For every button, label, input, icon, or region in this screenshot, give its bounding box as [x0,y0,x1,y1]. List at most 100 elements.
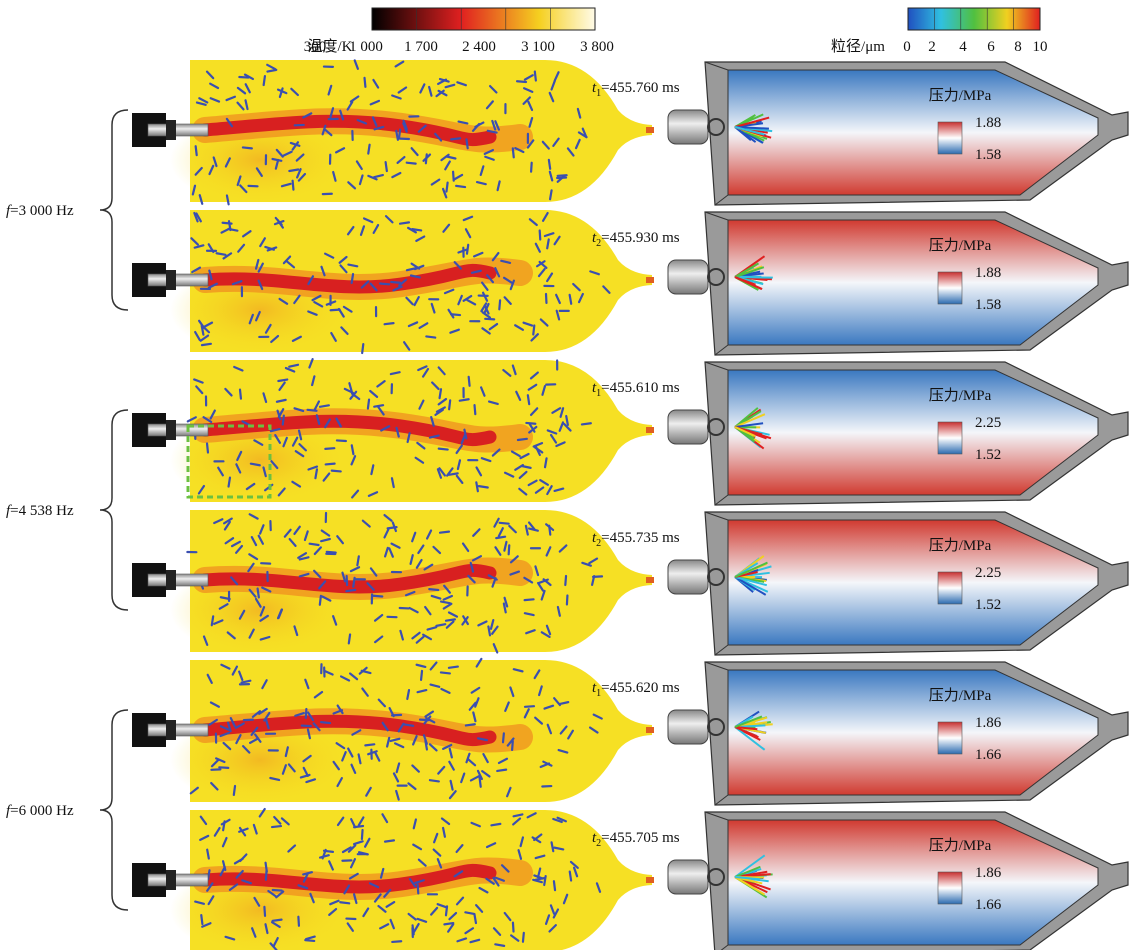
velocity-arrow [491,824,500,825]
velocity-arrow [441,672,450,673]
velocity-arrow [302,726,311,727]
pressure-label: 压力/MPa [929,537,992,554]
velocity-arrow [418,884,419,893]
velocity-arrow [305,940,314,941]
temperature-tick: 1 000 [349,39,383,55]
velocity-arrow [449,400,450,409]
velocity-arrow [525,706,534,707]
velocity-arrow [456,186,465,187]
velocity-arrow [446,619,455,620]
velocity-arrow [324,851,333,852]
velocity-arrow [444,923,453,924]
atomizer [668,560,708,594]
velocity-arrow [385,840,394,841]
velocity-arrow [327,552,336,553]
velocity-arrow [517,81,526,82]
velocity-arrow [509,545,510,554]
time-value: =455.735 ms [601,530,680,546]
velocity-arrow [308,410,317,411]
velocity-arrow [283,416,284,425]
velocity-arrow [380,284,389,285]
velocity-arrow [440,389,441,398]
brace [100,710,128,910]
velocity-arrow [582,423,591,424]
velocity-arrow [310,544,319,545]
injector-collar [166,870,176,890]
time-value: =455.705 ms [601,830,680,846]
velocity-arrow [244,720,253,721]
size-colorbar [908,8,1040,30]
pressure-colorbar [938,872,962,904]
velocity-arrow [234,786,235,795]
velocity-arrow [449,667,458,668]
velocity-arrow [474,914,476,923]
brace [100,410,128,610]
atomizer [668,860,708,894]
velocity-arrow [545,458,547,467]
velocity-arrow [368,400,369,409]
injector-tube [148,724,208,736]
size-tick: 10 [1033,39,1048,55]
velocity-arrow [549,526,550,535]
velocity-arrow [570,872,571,881]
temperature-tick: 300 [304,39,327,55]
velocity-arrow [421,671,422,680]
temperature-colorbar [372,8,595,30]
velocity-arrow [513,923,514,932]
velocity-arrow [528,395,529,404]
velocity-arrow [500,523,509,524]
velocity-arrow [535,72,536,81]
atomizer [668,260,708,294]
velocity-arrow [544,876,545,885]
velocity-arrow [425,741,427,750]
velocity-arrow [201,915,202,924]
velocity-arrow [353,578,354,587]
pressure-colorbar [938,272,962,304]
velocity-arrow [485,319,494,320]
velocity-arrow [439,449,448,450]
injector-tube [148,124,208,136]
velocity-arrow [404,724,413,725]
velocity-arrow [460,399,469,400]
velocity-arrow [264,76,265,85]
injector-collar [166,720,176,740]
velocity-arrow [385,323,394,324]
pressure-colorbar [938,722,962,754]
velocity-arrow [392,941,401,942]
velocity-arrow [565,576,566,585]
size-tick: 0 [903,39,911,55]
pressure-max: 1.88 [975,265,1001,281]
temperature-tick: 2 400 [462,39,496,55]
velocity-arrow [399,130,400,139]
velocity-arrow [273,920,282,921]
velocity-arrow [352,274,353,283]
outlet [646,877,654,883]
velocity-arrow [240,390,241,399]
velocity-arrow [475,405,476,414]
velocity-arrow [518,439,527,440]
outlet [646,727,654,733]
velocity-arrow [430,780,439,781]
frequency-label: f=4 538 Hz [6,503,74,519]
velocity-arrow [340,902,349,903]
velocity-arrow [503,733,504,742]
pressure-max: 1.88 [975,115,1001,131]
velocity-arrow [325,448,334,449]
velocity-arrow [365,744,374,745]
velocity-arrow [289,170,298,171]
frequency-label: f=6 000 Hz [6,803,74,819]
velocity-arrow [219,767,228,768]
velocity-arrow [223,821,224,830]
velocity-arrow [512,741,513,750]
temperature-tick: 3 100 [521,39,555,55]
velocity-arrow [391,282,400,283]
velocity-arrow [554,881,555,890]
velocity-arrow [357,556,358,565]
velocity-arrow [212,616,213,625]
velocity-arrow [549,160,550,169]
velocity-arrow [331,310,340,311]
velocity-arrow [558,175,567,176]
velocity-arrow [407,163,416,164]
velocity-arrow [480,778,481,787]
velocity-arrow [243,147,252,148]
